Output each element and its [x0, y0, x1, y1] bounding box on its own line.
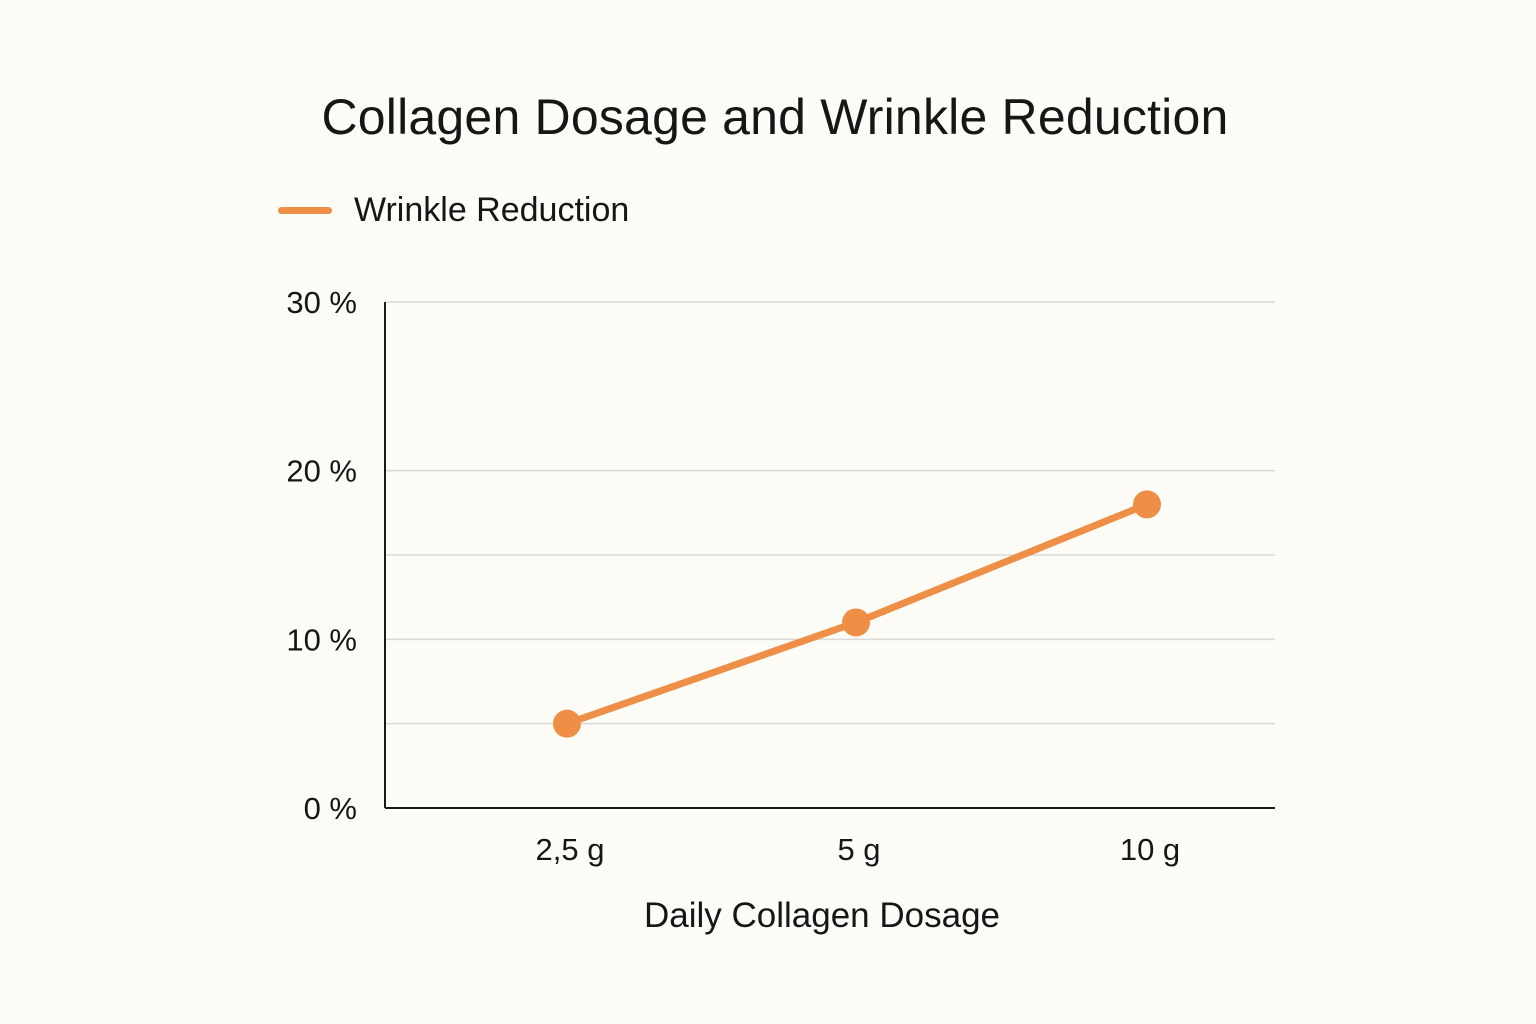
- legend-swatch: [278, 206, 332, 214]
- legend-label: Wrinkle Reduction: [354, 190, 630, 229]
- legend: Wrinkle Reduction: [278, 190, 629, 230]
- x-tick-label: 2,5 g: [536, 832, 605, 867]
- y-tick-label: 10 %: [286, 622, 357, 657]
- data-point: [842, 608, 870, 637]
- series-layer: [553, 490, 1161, 738]
- gridlines: [385, 301, 1275, 725]
- x-axis-label: Daily Collagen Dosage: [644, 896, 1000, 935]
- data-point: [553, 709, 581, 738]
- x-tick-label: 5 g: [837, 832, 880, 867]
- data-point: [1133, 490, 1161, 519]
- x-tick-label: 10 g: [1120, 832, 1180, 867]
- y-tick-label: 30 %: [286, 285, 357, 320]
- y-tick-labels: 0 % 10 % 20 % 30 %: [286, 285, 357, 826]
- x-tick-labels: 2,5 g 5 g 10 g: [536, 832, 1181, 867]
- y-tick-label: 0 %: [304, 791, 357, 826]
- chart-title: Collagen Dosage and Wrinkle Reduction: [321, 89, 1229, 145]
- y-tick-label: 20 %: [286, 454, 357, 489]
